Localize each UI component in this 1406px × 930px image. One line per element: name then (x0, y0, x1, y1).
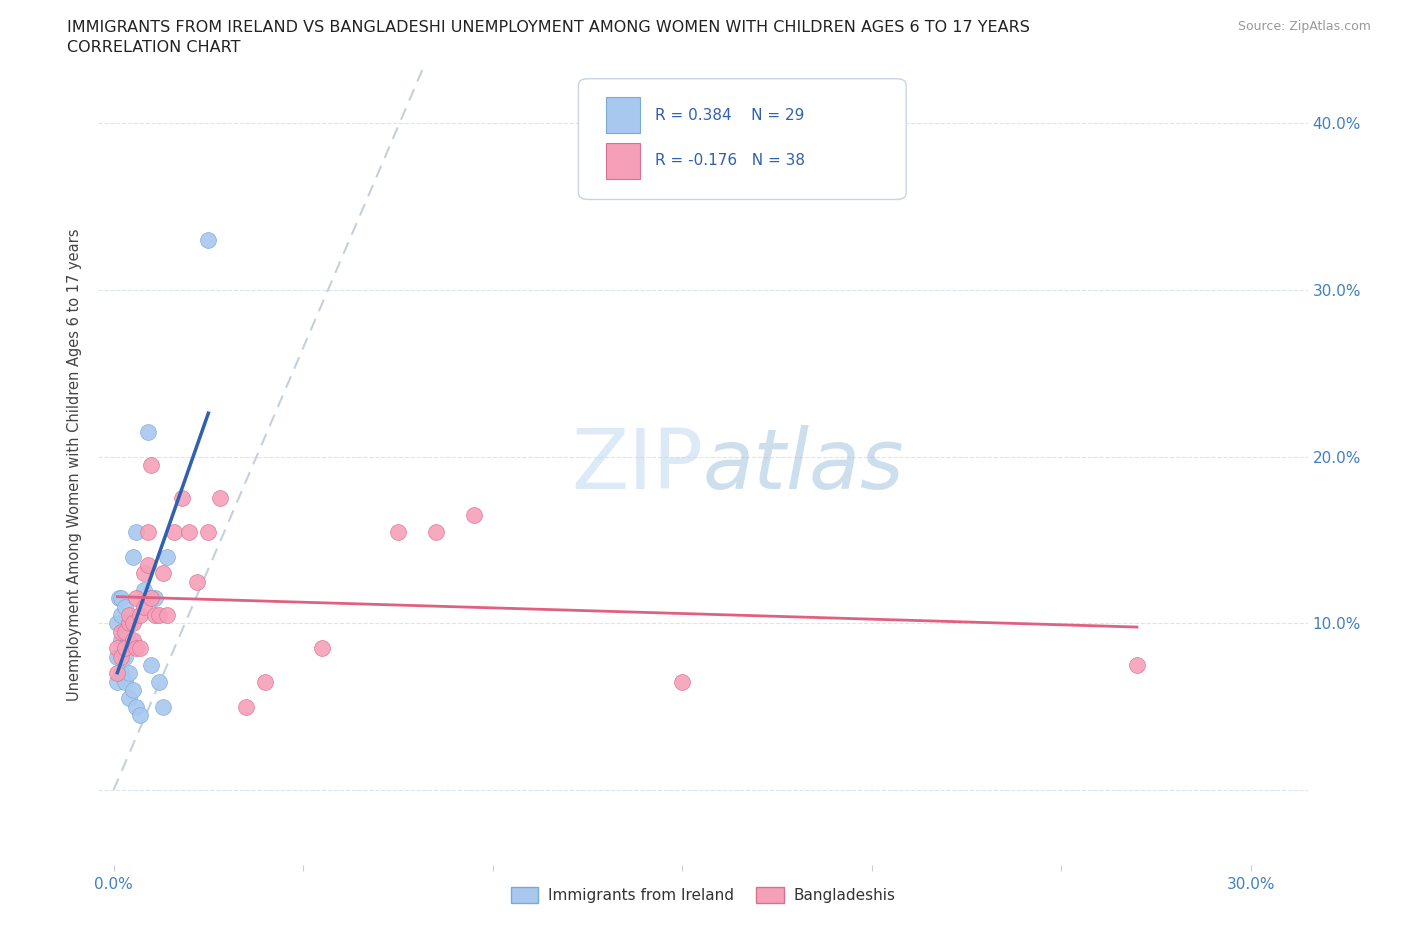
FancyBboxPatch shape (606, 142, 640, 179)
Point (141, 591, 163, 605)
Point (114, 641, 136, 656)
Text: atlas: atlas (703, 424, 904, 506)
Point (114, 674, 136, 689)
Point (179, 525, 201, 539)
Point (197, 525, 219, 539)
Point (141, 458, 163, 472)
Point (148, 607, 170, 622)
Y-axis label: Unemployment Among Women with Children Ages 6 to 17 years: Unemployment Among Women with Children A… (67, 229, 83, 701)
Point (141, 658, 163, 672)
Point (105, 649, 128, 664)
Text: R = 0.384    N = 29: R = 0.384 N = 29 (655, 108, 804, 123)
Point (125, 591, 148, 605)
Point (118, 691, 141, 706)
Point (105, 616, 128, 631)
Point (132, 599, 155, 614)
Point (387, 525, 409, 539)
Point (197, 232, 219, 247)
Point (463, 508, 485, 523)
Point (156, 607, 179, 622)
Point (129, 607, 152, 622)
Point (118, 666, 141, 681)
Point (118, 607, 141, 622)
Text: R = -0.176   N = 38: R = -0.176 N = 38 (655, 153, 804, 168)
Point (105, 641, 128, 656)
Text: ZIP: ZIP (571, 424, 703, 506)
Point (425, 525, 447, 539)
Point (132, 582, 155, 597)
Point (121, 550, 143, 565)
Text: CORRELATION CHART: CORRELATION CHART (67, 40, 240, 55)
Point (110, 649, 132, 664)
Point (118, 616, 141, 631)
Point (110, 632, 132, 647)
FancyBboxPatch shape (606, 97, 640, 133)
Point (143, 607, 166, 622)
Point (186, 574, 208, 589)
Point (235, 699, 257, 714)
Point (254, 674, 277, 689)
Point (143, 591, 166, 605)
Point (671, 674, 693, 689)
Point (114, 624, 136, 639)
Point (110, 591, 132, 605)
Point (121, 683, 143, 698)
Point (105, 674, 128, 689)
Point (125, 525, 148, 539)
Point (163, 525, 186, 539)
Point (110, 624, 132, 639)
Point (125, 699, 148, 714)
Point (118, 616, 141, 631)
Text: IMMIGRANTS FROM IRELAND VS BANGLADESHI UNEMPLOYMENT AMONG WOMEN WITH CHILDREN AG: IMMIGRANTS FROM IRELAND VS BANGLADESHI U… (67, 20, 1031, 35)
Point (156, 550, 179, 565)
Point (121, 616, 143, 631)
Point (136, 525, 159, 539)
FancyBboxPatch shape (578, 79, 905, 199)
Point (148, 674, 170, 689)
Point (132, 565, 155, 580)
Point (114, 599, 136, 614)
Point (114, 624, 136, 639)
Point (136, 557, 159, 572)
Point (108, 591, 131, 605)
Point (136, 424, 159, 439)
Point (152, 699, 174, 714)
Point (152, 565, 174, 580)
Point (118, 632, 141, 647)
Point (170, 491, 193, 506)
Point (311, 641, 333, 656)
Point (208, 491, 231, 506)
Point (110, 666, 132, 681)
Point (125, 641, 148, 656)
Point (114, 649, 136, 664)
Legend: Immigrants from Ireland, Bangladeshis: Immigrants from Ireland, Bangladeshis (505, 881, 901, 910)
Point (105, 666, 128, 681)
Point (110, 607, 132, 622)
Text: Source: ZipAtlas.com: Source: ZipAtlas.com (1237, 20, 1371, 33)
Point (121, 632, 143, 647)
Point (1126, 658, 1149, 672)
Point (129, 708, 152, 723)
Point (129, 641, 152, 656)
